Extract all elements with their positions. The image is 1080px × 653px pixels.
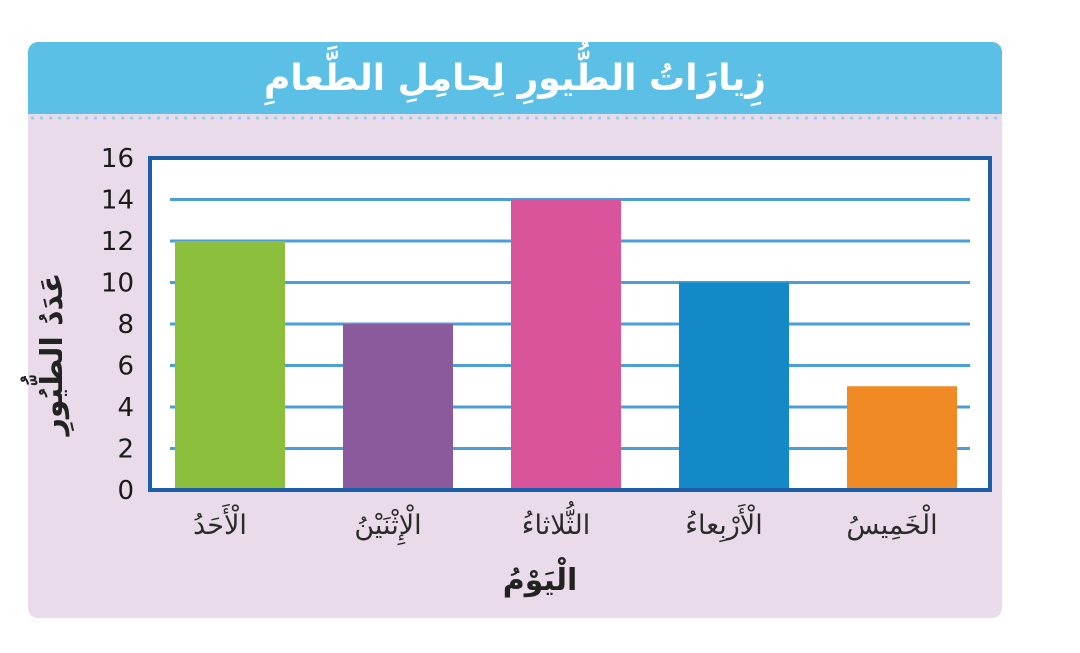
y-tick-label: 10 bbox=[101, 269, 134, 299]
y-tick-label: 2 bbox=[117, 435, 134, 465]
x-tick-label: الْخَمِيسُ bbox=[846, 505, 937, 541]
y-tick-label: 0 bbox=[117, 476, 134, 506]
bars bbox=[175, 199, 957, 490]
chart-title: زِيارَاتُ الطُّيورِ لِحامِلِ الطَّعامِ bbox=[263, 57, 767, 99]
y-axis-title: عَدَدُ الطُّيُورِ bbox=[19, 273, 75, 438]
x-tick-label: الْأَرْبِعاءُ bbox=[685, 503, 762, 542]
y-tick-label: 16 bbox=[101, 144, 134, 174]
y-tick-label: 4 bbox=[117, 393, 134, 423]
bar bbox=[847, 386, 957, 490]
bar bbox=[511, 199, 621, 490]
chart-title-bar: زِيارَاتُ الطُّيورِ لِحامِلِ الطَّعامِ bbox=[28, 42, 1002, 114]
y-tick-label: 14 bbox=[101, 186, 134, 216]
y-tick-label: 6 bbox=[117, 352, 134, 382]
x-tick-label: الثُّلاثاءُ bbox=[522, 501, 590, 541]
y-tick-label: 8 bbox=[117, 310, 134, 340]
dotted-divider bbox=[28, 116, 1002, 120]
plot-frame bbox=[148, 156, 992, 492]
x-tick-label: الْأَحَدُ bbox=[193, 503, 247, 541]
bar bbox=[175, 241, 285, 490]
x-axis-title: الْيَوْمُ bbox=[503, 557, 578, 598]
bar bbox=[343, 324, 453, 490]
x-tick-label: الْإِثْنَيْنُ bbox=[354, 505, 421, 545]
y-tick-label: 12 bbox=[101, 227, 134, 257]
y-tick-labels: 0 2 4 6 8 10 12 14 16 bbox=[101, 144, 134, 506]
bar bbox=[679, 282, 789, 490]
x-tick-labels: الْأَحَدُ الْإِثْنَيْنُ الثُّلاثاءُ الْأَرْ… bbox=[193, 501, 938, 546]
